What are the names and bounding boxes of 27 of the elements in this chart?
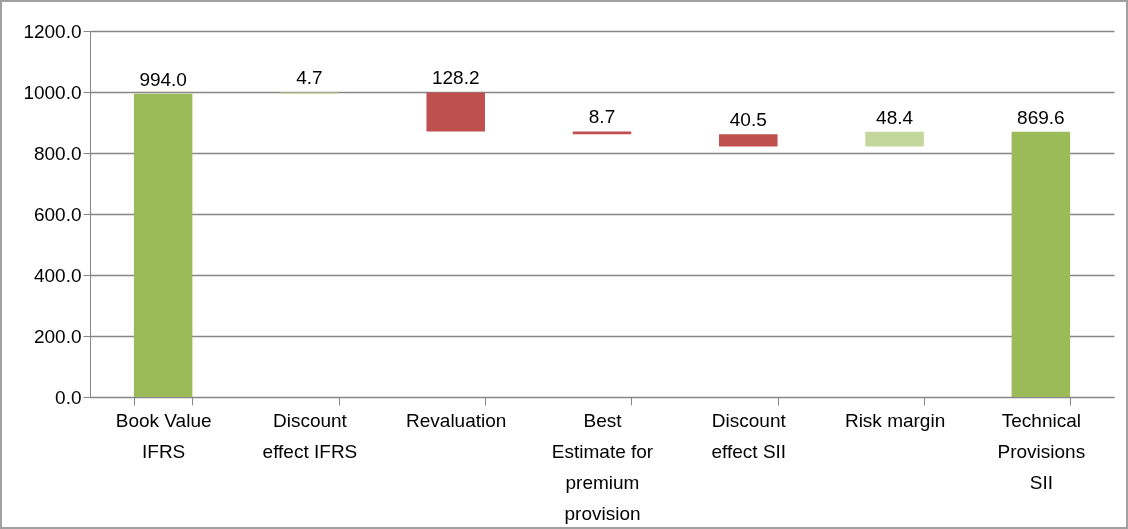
x-tick-label: Discount effect IFRS	[262, 409, 358, 462]
bar	[719, 134, 778, 147]
x-tick-label: Risk margin	[844, 409, 946, 431]
bar	[133, 93, 193, 397]
x-tick-label: Discount effect SII	[711, 409, 787, 462]
y-tick-label: 200.0	[33, 325, 82, 347]
x-tick-label: Revaluation	[406, 409, 507, 431]
data-label: 40.5	[729, 109, 767, 131]
bar	[865, 131, 924, 147]
data-label: 8.7	[588, 106, 616, 128]
x-tick-label: Book Value IFRS	[115, 409, 212, 462]
bar	[426, 92, 485, 132]
x-tick-label: Technical Provisions SII	[997, 409, 1086, 493]
data-label: 48.4	[876, 106, 914, 128]
data-label: 869.6	[1017, 106, 1065, 128]
data-label: 4.7	[296, 67, 323, 89]
bar	[1011, 131, 1071, 397]
y-tick-label: 600.0	[33, 203, 82, 225]
y-tick-label: 1000.0	[23, 81, 82, 103]
bar	[572, 131, 632, 135]
x-tick-label: Best Estimate for premium provision	[551, 409, 654, 524]
data-label: 128.2	[431, 67, 480, 89]
y-tick-label: 1200.0	[23, 20, 82, 42]
y-tick-label: 800.0	[33, 142, 82, 164]
y-tick-label: 400.0	[33, 264, 82, 286]
data-label: 994.0	[139, 68, 187, 90]
y-tick-label: 0.0	[55, 386, 82, 408]
